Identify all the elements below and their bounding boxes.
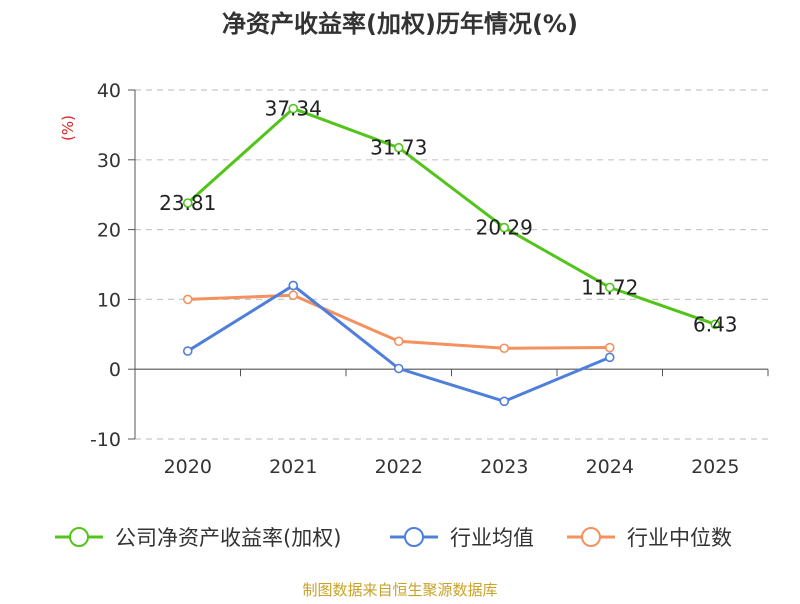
y-tick-label: 30 — [97, 150, 121, 172]
legend-item[interactable]: 行业均值 — [390, 526, 534, 550]
data-label: 23.81 — [159, 191, 216, 215]
x-tick-label: 2022 — [375, 456, 423, 478]
legend-item[interactable]: 行业中位数 — [567, 526, 732, 550]
axis-layer: -10 0 10 20 30 40 2020 2021 2022 2023 2024 2025 — [90, 80, 769, 478]
data-point — [499, 222, 510, 233]
y-tick-label: 20 — [97, 220, 121, 242]
data-point — [393, 142, 404, 153]
data-point — [604, 342, 615, 353]
legend-label: 公司净资产收益率(加权) — [115, 526, 341, 550]
legend-marker — [404, 527, 424, 547]
legend-label: 行业中位数 — [627, 526, 732, 550]
data-point — [604, 352, 615, 363]
data-point — [182, 294, 193, 305]
series-layer — [182, 103, 721, 407]
x-tick-label: 2025 — [691, 456, 739, 478]
data-label: 31.73 — [370, 136, 427, 160]
legend: 公司净资产收益率(加权) 行业均值 行业中位数 — [55, 526, 732, 550]
x-tick-label: 2021 — [269, 456, 317, 478]
legend-marker — [69, 527, 89, 547]
series-line — [186, 107, 716, 326]
y-tick-label: 10 — [97, 289, 121, 311]
data-point — [288, 290, 299, 301]
data-label: 6.43 — [693, 312, 738, 336]
grid-layer — [135, 89, 768, 440]
legend-label: 行业均值 — [450, 526, 534, 550]
data-point — [288, 280, 299, 291]
chart-title: 净资产收益率(加权)历年情况(%) — [222, 10, 578, 38]
y-tick-label: -10 — [90, 429, 121, 451]
data-point — [499, 343, 510, 354]
data-point — [288, 103, 299, 114]
x-tick-label: 2023 — [480, 456, 528, 478]
data-point — [499, 396, 510, 407]
y-tick-label: 40 — [97, 80, 121, 102]
data-label: 37.34 — [265, 97, 322, 121]
x-tick-label: 2020 — [164, 456, 212, 478]
legend-item[interactable]: 公司净资产收益率(加权) — [55, 526, 341, 550]
data-label: 20.29 — [476, 216, 533, 240]
data-label: 11.72 — [581, 275, 638, 299]
x-tick-label: 2024 — [586, 456, 634, 478]
data-point — [393, 363, 404, 374]
data-point — [182, 346, 193, 356]
legend-marker — [581, 527, 601, 547]
data-label-layer: 23.81 37.34 31.73 20.29 11.72 6.43 — [159, 97, 737, 337]
data-point — [604, 282, 615, 293]
y-axis-label: (%) — [59, 115, 77, 141]
data-point — [393, 336, 404, 347]
y-tick-label: 0 — [109, 359, 121, 381]
data-point — [182, 198, 193, 208]
data-point — [710, 319, 721, 330]
source-note: 制图数据来自恒生聚源数据库 — [302, 581, 497, 599]
